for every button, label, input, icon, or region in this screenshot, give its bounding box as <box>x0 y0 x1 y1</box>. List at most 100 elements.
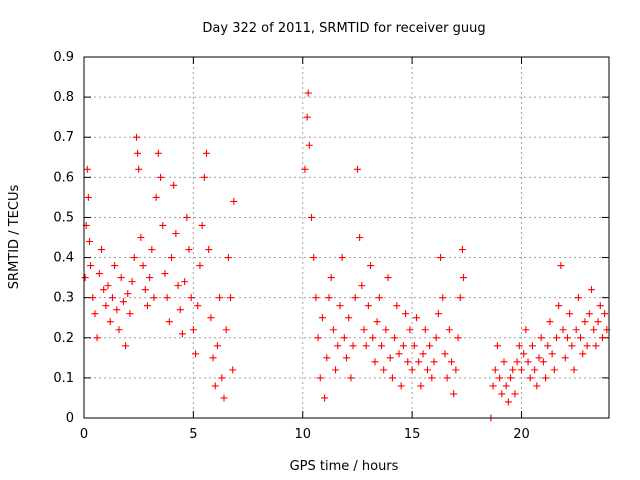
data-point <box>133 133 140 141</box>
data-point <box>452 366 460 374</box>
data-point <box>572 326 580 334</box>
data-point <box>100 286 108 294</box>
data-point <box>141 286 149 294</box>
y-tick-label: 0.6 <box>53 170 74 185</box>
data-point <box>441 350 449 358</box>
data-point <box>230 197 238 205</box>
data-point <box>563 334 571 342</box>
data-point <box>369 334 377 342</box>
data-point <box>81 274 89 282</box>
data-point <box>310 254 318 262</box>
data-point <box>227 294 235 302</box>
data-point <box>170 181 178 189</box>
data-point <box>539 358 547 366</box>
data-point <box>460 274 468 282</box>
data-point <box>421 326 429 334</box>
data-point <box>546 318 554 326</box>
data-point <box>399 342 407 350</box>
data-point <box>518 366 525 374</box>
data-point <box>198 221 206 229</box>
data-point <box>408 366 416 374</box>
data-point <box>592 342 600 350</box>
data-point <box>489 382 497 390</box>
data-point <box>404 358 412 366</box>
data-point <box>159 221 167 229</box>
data-point <box>568 342 576 350</box>
data-point <box>85 238 93 246</box>
data-point <box>115 326 123 334</box>
data-point <box>515 342 523 350</box>
y-tick-label: 0 <box>66 411 74 426</box>
data-point <box>419 350 427 358</box>
data-point <box>402 310 410 318</box>
data-point <box>367 262 375 270</box>
data-point <box>205 246 213 254</box>
data-point <box>356 234 364 241</box>
data-point <box>594 318 602 326</box>
data-point <box>185 246 193 254</box>
data-point <box>161 270 169 278</box>
data-point <box>194 302 202 310</box>
data-point <box>305 141 313 149</box>
data-point <box>415 358 423 366</box>
data-point <box>406 326 414 334</box>
data-point <box>445 326 453 334</box>
data-point <box>417 382 425 390</box>
data-point <box>598 334 606 342</box>
data-point <box>172 229 180 237</box>
y-tick-label: 0.3 <box>53 291 74 306</box>
data-point <box>216 294 224 302</box>
data-point <box>224 254 232 262</box>
y-tick-label: 0.4 <box>53 251 74 266</box>
data-point <box>106 318 114 326</box>
data-point <box>308 213 315 221</box>
data-point <box>122 342 130 350</box>
data-point <box>83 165 91 173</box>
y-tick-label: 0.8 <box>53 90 74 105</box>
data-point <box>526 374 534 382</box>
data-point <box>590 326 598 334</box>
data-point <box>89 294 97 302</box>
data-point <box>360 326 368 334</box>
data-point <box>371 358 379 366</box>
data-point <box>577 334 585 342</box>
data-point <box>321 394 329 402</box>
data-point <box>531 366 539 374</box>
data-point <box>502 382 510 390</box>
data-point <box>504 398 512 406</box>
data-point <box>362 342 370 350</box>
data-point <box>570 366 578 374</box>
data-point <box>229 366 237 374</box>
data-point <box>579 350 587 358</box>
data-point <box>211 382 219 390</box>
data-point <box>522 326 530 334</box>
data-point <box>163 294 171 302</box>
data-point <box>304 89 312 97</box>
data-point <box>458 246 466 254</box>
y-tick-label: 0.2 <box>53 331 74 346</box>
data-point <box>303 113 311 121</box>
data-point <box>332 366 340 374</box>
data-point <box>189 326 197 334</box>
data-point <box>134 149 142 157</box>
y-tick-label: 0.5 <box>53 210 74 225</box>
data-point <box>183 213 191 221</box>
data-point <box>124 290 132 298</box>
data-point <box>493 342 501 350</box>
data-point <box>588 286 595 294</box>
data-point <box>524 358 532 366</box>
data-point <box>95 270 103 278</box>
data-point <box>544 342 552 350</box>
data-point <box>391 334 399 342</box>
data-point <box>84 193 92 201</box>
data-point <box>113 306 121 314</box>
data-point <box>336 302 344 310</box>
data-point <box>220 394 228 402</box>
data-point <box>378 342 385 350</box>
data-point <box>108 294 116 302</box>
data-point <box>537 334 545 342</box>
data-point <box>454 334 462 342</box>
data-point <box>491 366 499 374</box>
data-point <box>520 350 528 358</box>
data-point <box>343 354 350 362</box>
